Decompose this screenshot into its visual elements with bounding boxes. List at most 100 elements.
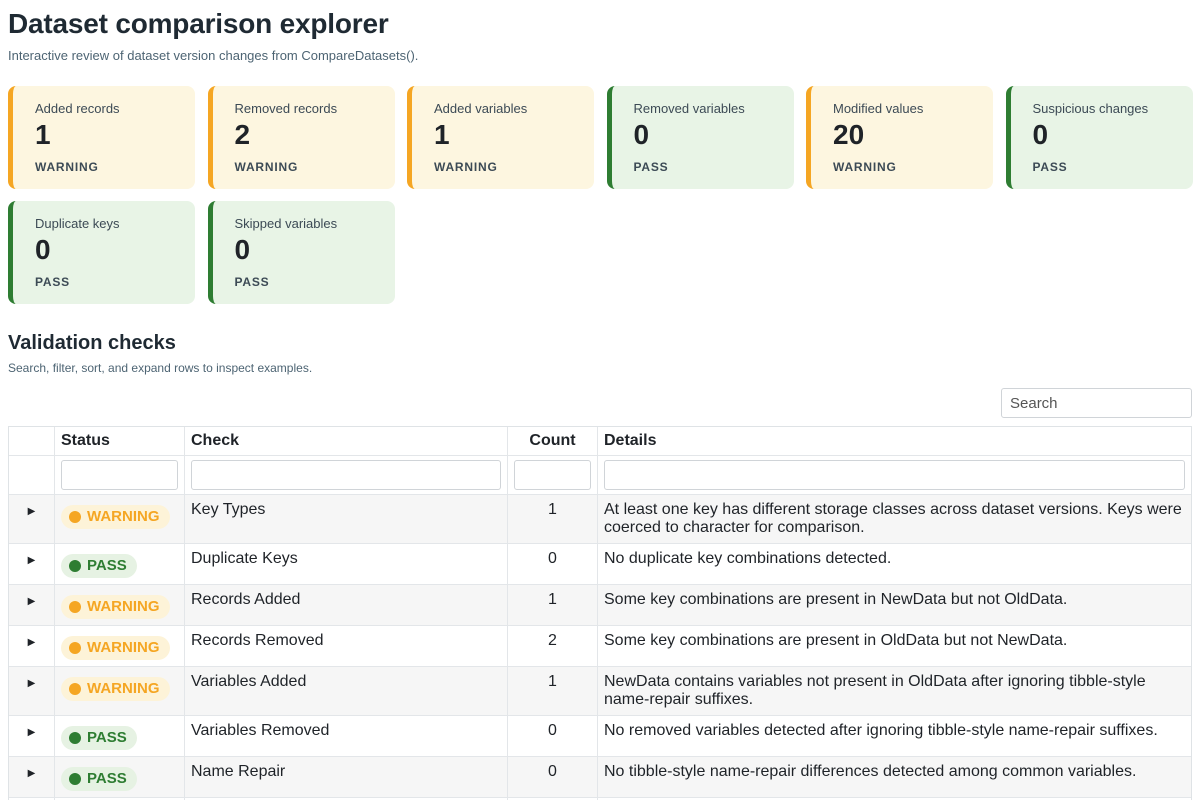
check-cell: Skipped Variables	[185, 798, 508, 800]
status-badge-label: PASS	[87, 557, 127, 574]
card-status: WARNING	[35, 160, 99, 174]
triangle-right-icon[interactable]: ▶	[27, 637, 36, 648]
filter-check-input[interactable]	[191, 460, 501, 490]
status-badge-label: PASS	[87, 729, 127, 746]
status-badge: WARNING	[61, 595, 170, 619]
expander-cell: ▶	[9, 585, 55, 625]
status-dot-icon	[69, 511, 81, 523]
status-badge-label: WARNING	[87, 680, 160, 697]
card-status: PASS	[234, 275, 270, 289]
card-status: PASS	[1032, 160, 1068, 174]
filter-details-cell	[598, 456, 1191, 494]
check-cell: Records Removed	[185, 626, 508, 666]
card-status: WARNING	[833, 160, 897, 174]
status-dot-icon	[69, 683, 81, 695]
table-row[interactable]: ▶ PASS Name Repair 0 No tibble-style name-re…	[9, 757, 1191, 798]
details-cell: No tibble-style name-repair differences …	[604, 763, 1137, 780]
search-input[interactable]	[1001, 388, 1192, 418]
check-cell: Variables Added	[185, 667, 508, 715]
status-badge-label: WARNING	[87, 598, 160, 615]
card-label: Duplicate keys	[35, 216, 120, 231]
card-value: 0	[633, 119, 650, 150]
card-label: Added variables	[434, 101, 528, 116]
validation-table: Status Check Count Details ▶ WARNING Key T…	[8, 426, 1192, 800]
status-cell: PASS	[55, 716, 185, 756]
status-cell: WARNING	[55, 626, 185, 666]
table-row[interactable]: ▶ PASS Variables Removed 0 No removed variab…	[9, 716, 1191, 757]
summary-card: Suspicious changes 0 PASS	[1005, 86, 1193, 189]
count-cell: 0	[508, 798, 598, 800]
triangle-right-icon[interactable]: ▶	[27, 506, 36, 517]
filter-spacer	[9, 456, 55, 494]
status-dot-icon	[69, 560, 81, 572]
card-value: 0	[35, 234, 51, 265]
count-cell: 1	[508, 585, 598, 625]
count-cell: 0	[508, 757, 598, 797]
count-cell: 1	[508, 667, 598, 715]
status-badge: PASS	[61, 767, 137, 791]
status-badge: WARNING	[61, 677, 170, 701]
header-status[interactable]: Status	[55, 427, 185, 455]
triangle-right-icon[interactable]: ▶	[27, 727, 36, 738]
section-title: Validation checks	[8, 332, 176, 354]
table-row[interactable]: ▶ WARNING Records Added 1 Some key combinati…	[9, 585, 1191, 626]
status-badge: WARNING	[61, 505, 170, 529]
expander-cell: ▶	[9, 757, 55, 797]
filter-status-input[interactable]	[61, 460, 178, 490]
triangle-right-icon[interactable]: ▶	[27, 678, 36, 689]
check-cell: Duplicate Keys	[185, 544, 508, 584]
section-subtitle: Search, filter, sort, and expand rows to…	[8, 361, 313, 375]
card-label: Added records	[35, 101, 120, 116]
summary-card: Added variables 1 WARNING	[407, 86, 594, 189]
summary-card: Removed variables 0 PASS	[606, 86, 794, 189]
table-row[interactable]: ▶ WARNING Variables Added 1 NewData contains…	[9, 667, 1191, 716]
header-expander	[9, 427, 55, 455]
card-status: PASS	[35, 275, 70, 289]
card-value: 1	[35, 119, 51, 150]
table-row[interactable]: ▶ PASS Duplicate Keys 0 No duplicate key com…	[9, 544, 1191, 585]
count-cell: 2	[508, 626, 598, 666]
filter-status-cell	[55, 456, 185, 494]
header-check[interactable]: Check	[185, 427, 508, 455]
filter-details-input[interactable]	[604, 460, 1185, 490]
header-details[interactable]: Details	[604, 432, 657, 449]
card-value: 20	[833, 119, 865, 150]
table-row[interactable]: ▶ WARNING Key Types 1 At least one key has d…	[9, 495, 1191, 544]
triangle-right-icon[interactable]: ▶	[27, 596, 36, 607]
card-label: Skipped variables	[234, 216, 338, 231]
triangle-right-icon[interactable]: ▶	[27, 555, 36, 566]
count-cell: 1	[508, 495, 598, 543]
details-cell: At least one key has different storage c…	[604, 501, 1182, 536]
header-count[interactable]: Count	[508, 427, 598, 455]
status-badge: PASS	[61, 554, 137, 578]
table-row[interactable]: ▶ WARNING Records Removed 2 Some key combina…	[9, 626, 1191, 667]
expander-cell: ▶	[9, 667, 55, 715]
count-cell: 0	[508, 544, 598, 584]
filter-count-cell	[508, 456, 598, 494]
card-status: WARNING	[234, 160, 299, 174]
card-label: Removed records	[234, 101, 338, 116]
check-cell: Records Added	[185, 585, 508, 625]
card-value: 1	[434, 119, 450, 150]
filter-count-input[interactable]	[514, 460, 591, 490]
status-badge: WARNING	[61, 636, 170, 660]
status-cell: PASS	[55, 544, 185, 584]
status-dot-icon	[69, 642, 81, 654]
table-filter-row	[9, 456, 1191, 495]
details-cell: No duplicate key combinations detected.	[604, 550, 892, 567]
card-status: PASS	[633, 160, 669, 174]
triangle-right-icon[interactable]: ▶	[27, 768, 36, 779]
status-badge-label: WARNING	[87, 508, 160, 525]
check-cell: Name Repair	[185, 757, 508, 797]
page-title: Dataset comparison explorer	[8, 8, 389, 39]
card-label: Suspicious changes	[1032, 101, 1149, 116]
status-cell: PASS	[55, 757, 185, 797]
summary-card: Skipped variables 0 PASS	[207, 201, 395, 304]
details-cell: NewData contains variables not present i…	[604, 673, 1146, 708]
status-badge-label: WARNING	[87, 639, 160, 656]
status-badge-label: PASS	[87, 770, 127, 787]
filter-check-cell	[185, 456, 508, 494]
expander-cell: ▶	[9, 544, 55, 584]
summary-card: Added records 1 WARNING	[8, 86, 195, 189]
